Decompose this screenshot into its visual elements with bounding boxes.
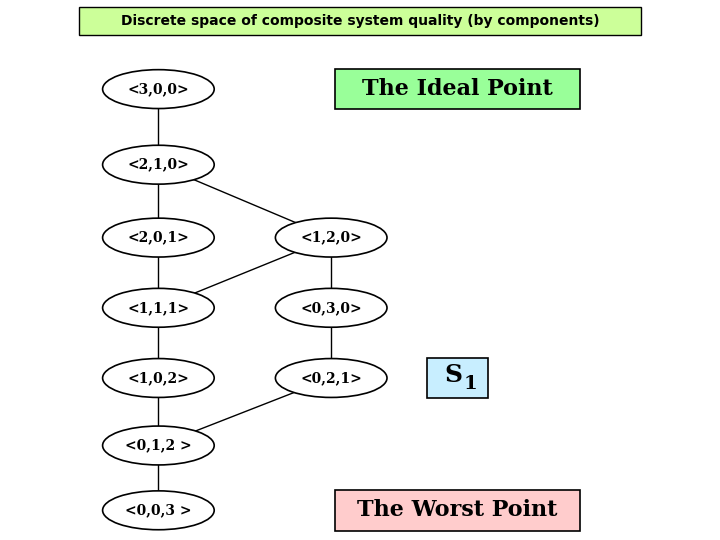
- Text: The Worst Point: The Worst Point: [357, 500, 557, 521]
- FancyBboxPatch shape: [335, 69, 580, 109]
- Text: 1: 1: [463, 375, 477, 394]
- Ellipse shape: [103, 145, 215, 184]
- Text: <0,0,3 >: <0,0,3 >: [125, 503, 192, 517]
- Ellipse shape: [103, 426, 215, 465]
- Text: <2,0,1>: <2,0,1>: [127, 231, 189, 245]
- Text: <1,2,0>: <1,2,0>: [300, 231, 362, 245]
- Ellipse shape: [103, 288, 215, 327]
- Text: S: S: [445, 363, 463, 387]
- Ellipse shape: [275, 218, 387, 257]
- Text: <0,2,1>: <0,2,1>: [300, 371, 362, 385]
- Ellipse shape: [103, 359, 215, 397]
- FancyBboxPatch shape: [426, 357, 488, 399]
- Text: Discrete space of composite system quality (by components): Discrete space of composite system quali…: [121, 14, 599, 28]
- Text: <2,1,0>: <2,1,0>: [127, 158, 189, 172]
- Ellipse shape: [103, 218, 215, 257]
- Ellipse shape: [275, 288, 387, 327]
- Text: <0,3,0>: <0,3,0>: [300, 301, 362, 315]
- Text: <0,1,2 >: <0,1,2 >: [125, 438, 192, 453]
- FancyBboxPatch shape: [335, 490, 580, 530]
- Text: The Ideal Point: The Ideal Point: [362, 78, 552, 100]
- Text: <3,0,0>: <3,0,0>: [127, 82, 189, 96]
- FancyBboxPatch shape: [79, 7, 641, 35]
- Text: <1,0,2>: <1,0,2>: [127, 371, 189, 385]
- Ellipse shape: [103, 70, 215, 109]
- Ellipse shape: [275, 359, 387, 397]
- Text: <1,1,1>: <1,1,1>: [127, 301, 189, 315]
- Ellipse shape: [103, 491, 215, 530]
